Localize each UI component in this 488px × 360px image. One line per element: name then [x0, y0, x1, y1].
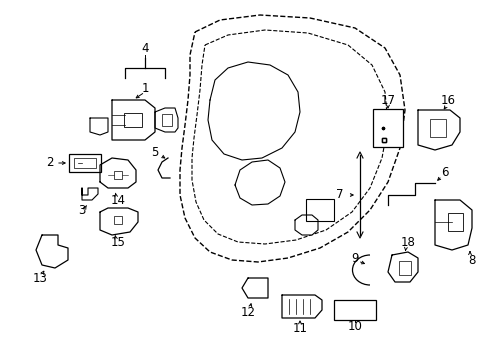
Bar [74, 158, 96, 168]
Text: 2: 2 [46, 157, 54, 170]
Text: 3: 3 [78, 203, 85, 216]
Bar [124, 113, 142, 127]
Polygon shape [242, 278, 267, 298]
Text: 13: 13 [33, 271, 47, 284]
Polygon shape [207, 62, 299, 160]
Bar [69, 154, 101, 172]
Bar [398, 261, 410, 275]
Text: 4: 4 [141, 41, 148, 54]
Bar [333, 300, 375, 320]
Text: 11: 11 [292, 321, 307, 334]
Polygon shape [235, 160, 285, 205]
Text: 16: 16 [440, 94, 454, 107]
Text: 8: 8 [468, 253, 475, 266]
Bar [114, 171, 122, 179]
Bar [429, 119, 445, 137]
Polygon shape [82, 188, 98, 200]
Text: 12: 12 [240, 306, 255, 319]
Bar [114, 216, 122, 224]
Bar [372, 109, 402, 147]
Text: 7: 7 [336, 189, 343, 202]
Text: 15: 15 [110, 235, 125, 248]
Polygon shape [434, 200, 471, 250]
Text: 6: 6 [440, 166, 448, 179]
Text: 14: 14 [110, 194, 125, 207]
Text: 18: 18 [400, 235, 415, 248]
Bar [162, 114, 172, 126]
Text: 10: 10 [347, 320, 362, 333]
Polygon shape [112, 100, 155, 140]
Text: 5: 5 [151, 145, 159, 158]
Text: 1: 1 [141, 81, 148, 94]
Text: 17: 17 [380, 94, 395, 107]
Polygon shape [417, 110, 459, 150]
Polygon shape [100, 208, 138, 235]
Polygon shape [180, 15, 404, 262]
Polygon shape [294, 215, 317, 235]
Bar [305, 199, 333, 221]
Polygon shape [90, 118, 108, 135]
Polygon shape [100, 158, 136, 188]
Text: 9: 9 [350, 252, 358, 265]
Polygon shape [282, 295, 321, 318]
Polygon shape [155, 108, 178, 132]
Polygon shape [387, 252, 417, 282]
Bar [447, 213, 462, 231]
Polygon shape [36, 235, 68, 268]
